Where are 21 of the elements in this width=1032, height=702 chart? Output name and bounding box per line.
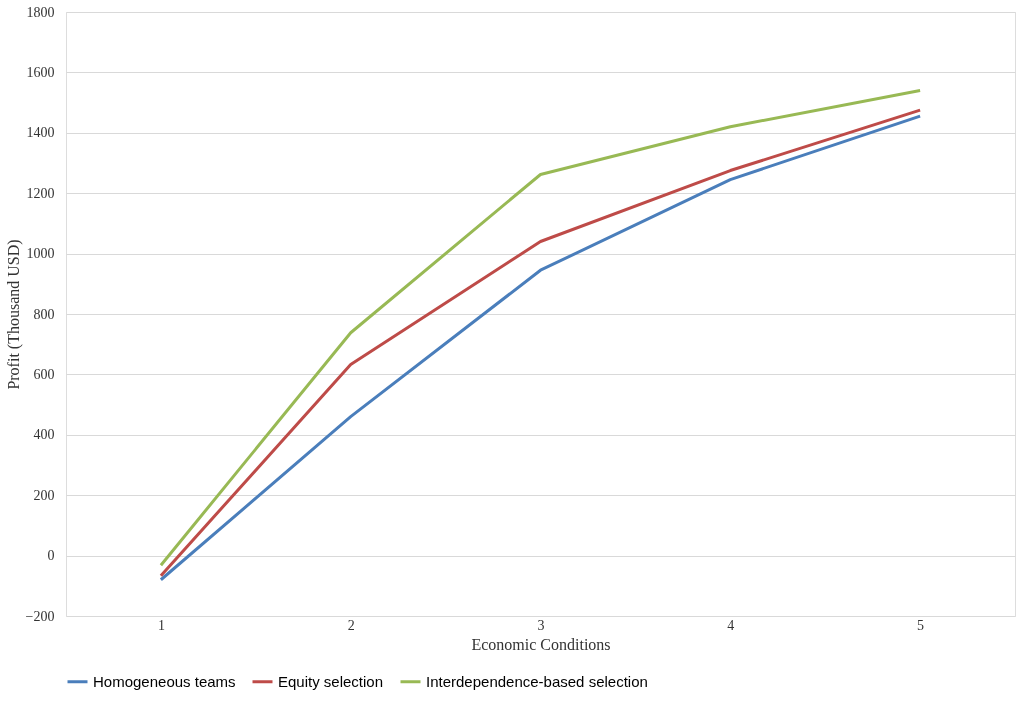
y-tick-label: 800 — [33, 306, 55, 322]
x-tick-label: 4 — [727, 617, 735, 633]
legend-label: Interdependence-based selection — [426, 672, 648, 690]
x-axis-title: Economic Conditions — [471, 635, 611, 653]
y-tick-label: 1600 — [26, 64, 55, 80]
x-tick-label: 3 — [537, 617, 545, 633]
y-tick-label: 1000 — [26, 246, 55, 262]
legend-label: Equity selection — [278, 672, 384, 690]
x-tick-label: 1 — [157, 617, 165, 633]
legend-label: Homogeneous teams — [93, 672, 236, 690]
y-tick-label: 1800 — [26, 4, 55, 20]
y-tick-label: 400 — [33, 427, 55, 443]
y-tick-label: 200 — [33, 487, 55, 503]
y-tick-label: 0 — [47, 548, 55, 564]
y-axis-title: Profit (Thousand USD) — [4, 239, 23, 390]
y-tick-label: 1200 — [26, 185, 55, 201]
y-tick-label: −200 — [25, 608, 55, 624]
y-tick-label: 1400 — [26, 125, 55, 141]
y-tick-label: 600 — [33, 366, 55, 382]
x-tick-label: 5 — [917, 617, 925, 633]
x-tick-label: 2 — [347, 617, 355, 633]
